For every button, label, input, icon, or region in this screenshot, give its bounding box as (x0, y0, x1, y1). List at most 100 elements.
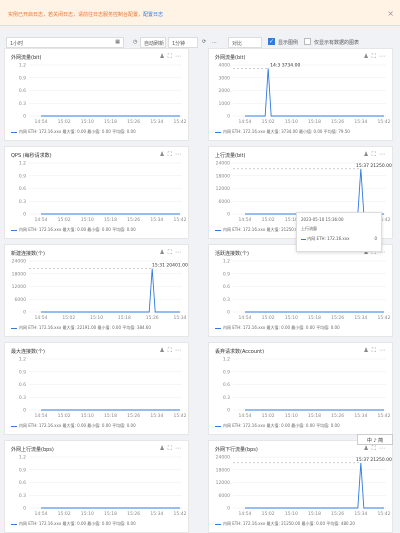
more-icon[interactable]: ⋯ (379, 249, 388, 256)
notice-link[interactable]: 配置日志 (143, 12, 164, 18)
more-icon[interactable]: ⋯ (379, 347, 388, 354)
x-tick-label: 14:54 (239, 315, 252, 321)
fullscreen-icon[interactable]: ⛶ (371, 151, 379, 158)
x-tick-label: 14:54 (35, 511, 48, 517)
x-tick-label: 15:26 (127, 217, 140, 223)
time-range-select[interactable]: 1小时 ▦ (6, 37, 124, 48)
x-tick-label: 15:18 (104, 217, 117, 223)
more-icon[interactable]: ⋯ (175, 151, 184, 158)
bell-icon[interactable]: ♟ (363, 445, 372, 452)
y-tick-label: 1.2 (19, 357, 26, 363)
bell-icon[interactable]: ♟ (159, 445, 168, 452)
more-icon[interactable]: ⋯ (175, 445, 184, 452)
chart-card: QPS (每秒请求数) ♟⛶⋯ 1.2 0.9 0.6 0.3 0 14:54 15:02 15:… (4, 146, 189, 239)
line-chart: 24000 18000 12000 6000 0 14:54 15:02 15:10 15:18… (12, 259, 188, 322)
fullscreen-icon[interactable]: ⛶ (371, 445, 379, 452)
bell-icon[interactable]: ♟ (363, 151, 372, 158)
interval-select[interactable]: 1分钟 (168, 37, 198, 48)
chart-legend[interactable]: 内网 ETH: 172.16.xxx 最大值: 21250.00 最小值: 0.… (215, 227, 355, 233)
chart-legend[interactable]: 内网 ETH: 172.16.xxx 最大值: 0.00 最小值: 0.00 平… (215, 325, 340, 331)
fullscreen-icon[interactable]: ⛶ (371, 53, 379, 60)
more-icon[interactable]: ⋯ (175, 347, 184, 354)
tooltip-time: 2023-05-10 15:36:00 (301, 217, 344, 222)
chart-title: 外网上行流量(bps) (11, 447, 54, 453)
chart-title: 活跃连接数(个) (215, 251, 249, 257)
fullscreen-icon[interactable]: ⛶ (371, 249, 379, 256)
more-icon[interactable]: ⋯ (175, 249, 184, 256)
legend-text: 内网 ETH: 172.16.xxx 最大值: 0.00 最小值: 0.00 平… (19, 521, 136, 526)
y-tick-label: 1.2 (223, 357, 230, 363)
x-tick-label: 15:34 (150, 413, 163, 419)
fullscreen-icon[interactable]: ⛶ (167, 151, 175, 158)
y-tick-label: 24000 (216, 161, 230, 167)
x-tick-label: 15:18 (118, 315, 131, 321)
chart-legend[interactable]: 内网 ETH: 172.16.xxx 最大值: 0.00 最小值: 0.00 平… (11, 129, 136, 135)
more-icon[interactable]: ⋯ (379, 151, 388, 158)
chart-legend[interactable]: 内网 ETH: 172.16.xxx 最大值: 0.00 最小值: 0.00 平… (11, 423, 136, 429)
chart-legend[interactable]: 内网 ETH: 172.16.xxx 最大值: 0.00 最小值: 0.00 平… (215, 423, 340, 429)
x-tick-label: 15:42 (378, 217, 391, 223)
x-tick-label: 15:02 (262, 315, 275, 321)
legend-swatch (11, 523, 17, 525)
more-icon[interactable]: ⋯ (175, 53, 184, 60)
line-chart: 4000 3000 2000 1000 0 14:54 15:02 15:10 15:18 15:… (219, 62, 391, 125)
y-tick-label: 1000 (219, 101, 231, 107)
show-avg-checkbox[interactable] (304, 38, 311, 45)
legend-text: 内网 ETH: 172.16.xxx 最大值: 21250.00 最小值: 0.… (223, 227, 355, 232)
bell-icon[interactable]: ♟ (363, 249, 372, 256)
y-tick-label: 0 (227, 506, 230, 512)
more-icon[interactable]: ⋯ (379, 445, 388, 452)
fullscreen-icon[interactable]: ⛶ (167, 445, 175, 452)
x-tick-label: 14:54 (35, 315, 48, 321)
chart-tools: ♟⛶⋯ (159, 445, 184, 453)
chart-legend[interactable]: 内网 ETH: 172.16.xxx 最大值: 3734.00 最小值: 0.0… (215, 129, 350, 135)
line-chart: 1.2 0.9 0.6 0.3 0 14:54 15:02 15:10 15:18 15:26 15… (19, 63, 187, 126)
show-avg-label: 仅显示有数据的图表 (314, 40, 360, 46)
chart-title: 丢弃请求数(Account) (215, 349, 265, 355)
legend-text: 内网 ETH: 172.16.xxx 最大值: 0.00 最小值: 0.00 平… (19, 129, 136, 134)
bell-icon[interactable]: ♟ (159, 151, 168, 158)
bell-icon[interactable]: ♟ (363, 347, 372, 354)
close-icon[interactable]: × (387, 9, 394, 18)
more-icon[interactable]: ⋯ (379, 53, 388, 60)
fullscreen-icon[interactable]: ⛶ (167, 347, 175, 354)
y-tick-label: 18000 (216, 173, 230, 179)
compare-select[interactable]: 对比 (228, 37, 262, 48)
refresh-button-icon[interactable]: ⟳ (202, 39, 207, 45)
chart-legend[interactable]: 内网 ETH: 172.16.xxx 最大值: 0.00 最小值: 0.00 平… (11, 521, 136, 527)
x-tick-label: 15:18 (308, 119, 321, 125)
more-icon[interactable]: ... (212, 39, 217, 45)
fullscreen-icon[interactable]: ⛶ (167, 249, 175, 256)
chart-legend[interactable]: 内网 ETH: 172.16.xxx 最大值: 0.00 最小值: 0.00 平… (11, 227, 136, 233)
compare-label: 对比 (232, 41, 243, 47)
x-tick-label: 15:02 (58, 119, 71, 125)
chart-title: 外网下行流量(bps) (215, 447, 258, 453)
interval-value: 1分钟 (172, 41, 186, 47)
bell-icon[interactable]: ♟ (159, 347, 168, 354)
y-tick-label: 0.6 (19, 480, 26, 486)
x-tick-label: 15:26 (331, 315, 344, 321)
fullscreen-icon[interactable]: ⛶ (167, 53, 175, 60)
auto-refresh-select[interactable]: 自动刷新 (140, 37, 166, 48)
x-tick-label: 15:18 (104, 413, 117, 419)
x-tick-label: 14:54 (35, 119, 48, 125)
ime-toolbar[interactable]: 中 ♪ 简 (357, 434, 393, 445)
bell-icon[interactable]: ♟ (363, 53, 372, 60)
notice-banner: 实例已开启日志，若关闭日志，请前往日志服务控制台配置，配置日志 × (0, 0, 400, 26)
x-tick-label: 15:34 (150, 217, 163, 223)
fullscreen-icon[interactable]: ⛶ (371, 347, 379, 354)
show-legend-checkbox[interactable]: ✓ (268, 38, 275, 45)
chart-legend[interactable]: 内网 ETH: 172.16.xxx 最大值: 22191.00 最小值: 0.… (11, 325, 151, 331)
x-tick-label: 15:34 (354, 315, 367, 321)
refresh-icon[interactable]: ◷ (133, 39, 138, 45)
x-tick-label: 15:02 (58, 217, 71, 223)
chart-legend[interactable]: 内网 ETH: 172.16.xxx 最大值: 21250.00 最小值: 0.… (215, 521, 355, 527)
y-tick-label: 4000 (219, 63, 231, 69)
chart-title: 外网流量(bit) (11, 55, 42, 61)
show-legend-label: 显示图例 (278, 40, 299, 46)
peak-label: 15:31 20401.00 (152, 263, 188, 269)
bell-icon[interactable]: ♟ (159, 249, 168, 256)
legend-swatch (11, 425, 17, 427)
x-tick-label: 15:42 (174, 511, 187, 517)
bell-icon[interactable]: ♟ (159, 53, 168, 60)
